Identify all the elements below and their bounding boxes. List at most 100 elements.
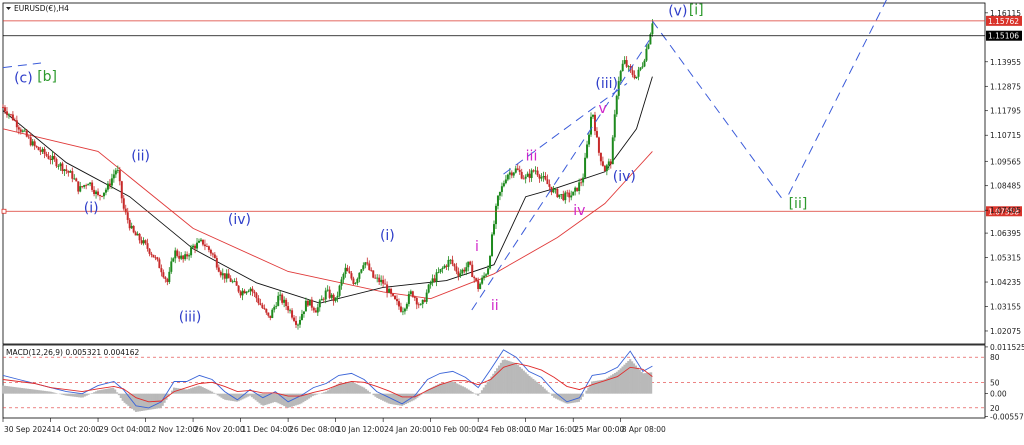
candle-body [134, 232, 137, 236]
candle-body [156, 257, 159, 260]
candle-body [57, 166, 60, 167]
candle-body [27, 136, 30, 138]
candle-body [207, 246, 210, 250]
candle-body [87, 184, 90, 186]
candle-body [43, 148, 46, 154]
candle-body [37, 147, 40, 151]
candle-body [51, 155, 54, 161]
y-tick-label: 1.06395 [990, 229, 1021, 238]
candle-body [188, 255, 191, 257]
candle-body [374, 277, 377, 279]
candle-body [21, 130, 24, 132]
candle-body [368, 263, 371, 270]
candle-body [95, 191, 98, 195]
candle-body [386, 284, 389, 293]
candle-body [223, 273, 226, 279]
candle-body [425, 292, 428, 302]
candle-body [487, 268, 490, 275]
candle-body [162, 272, 165, 278]
candle-body [364, 262, 367, 266]
candle-body [289, 310, 292, 312]
candle-body [633, 74, 636, 79]
candle-body [170, 261, 173, 272]
candle-body [475, 278, 478, 281]
candle-body [609, 161, 612, 165]
wave-label: (iv) [228, 212, 251, 228]
level-handle [1, 208, 7, 214]
y-tick-label: 1.08485 [990, 182, 1021, 191]
candle-body [227, 273, 230, 279]
candle-body [591, 114, 594, 117]
candle-body [584, 157, 587, 178]
candle-body [514, 168, 517, 173]
candle-body [572, 191, 575, 196]
wave-label: (i) [380, 228, 395, 244]
candle-body [302, 311, 305, 315]
candle-body [279, 294, 282, 296]
candle-body [328, 289, 331, 298]
wave-label: iv [573, 203, 585, 219]
candle-body [564, 192, 567, 201]
symbol-title[interactable]: EURUSD(€),H4 [6, 4, 69, 13]
candle-body [322, 298, 325, 300]
candle-body [318, 300, 321, 308]
wave-projection-line [503, 82, 628, 175]
candle-body [415, 297, 418, 305]
candle-body [485, 274, 488, 276]
candle-body [285, 299, 288, 307]
candle-body [407, 293, 410, 304]
candle-body [643, 60, 646, 67]
candle-body [190, 247, 193, 256]
candle-body [249, 288, 252, 292]
candle-body [498, 191, 501, 196]
candle-body [568, 192, 571, 198]
candle-body [435, 272, 438, 282]
main-panel [2, 2, 986, 345]
candle-body [245, 291, 248, 294]
candle-body [562, 194, 565, 201]
candle-body [124, 208, 127, 213]
candle-body [376, 277, 379, 279]
candle-body [623, 60, 626, 64]
candle-body [271, 309, 274, 318]
candle-body [128, 219, 131, 229]
candle-body [388, 288, 391, 293]
candle-body [360, 269, 363, 273]
candle-body [41, 148, 44, 152]
y-tick-label: 1.04235 [990, 278, 1021, 287]
wave-projection-line [651, 20, 783, 200]
macd-title: MACD(12,26,9) 0.005321 0.004162 [6, 348, 140, 357]
candle-body [73, 178, 76, 180]
macd-level-label: 50 [990, 378, 1000, 387]
wave-label: (iii) [595, 76, 618, 92]
candle-body [469, 261, 472, 265]
macd-y-tick-label: 0.00 [990, 390, 1007, 399]
candle-body [582, 177, 585, 183]
y-tick-label: 1.07405 [990, 206, 1021, 215]
candle-body [7, 114, 10, 116]
candle-body [346, 267, 349, 272]
candle-body [504, 179, 507, 184]
candle-body [516, 168, 519, 170]
x-tick-label: 10 Jan 12:00 [337, 425, 385, 434]
candle-body [635, 76, 638, 79]
candle-body [534, 170, 537, 172]
candle-body [639, 67, 642, 70]
candle-body [423, 299, 426, 302]
candle-body [291, 310, 294, 318]
candle-body [330, 294, 333, 298]
candle-body [560, 194, 563, 195]
candle-body [613, 114, 616, 138]
candle-body [180, 255, 183, 259]
candle-body [194, 245, 197, 249]
candle-body [645, 48, 648, 61]
candle-body [35, 146, 38, 148]
candle-body [481, 277, 484, 284]
candle-body [451, 259, 454, 265]
candle-body [9, 114, 12, 116]
candle-body [419, 304, 422, 305]
candle-body [45, 153, 48, 156]
candle-body [631, 70, 634, 75]
candle-body [3, 107, 6, 112]
candle-body [370, 269, 373, 271]
